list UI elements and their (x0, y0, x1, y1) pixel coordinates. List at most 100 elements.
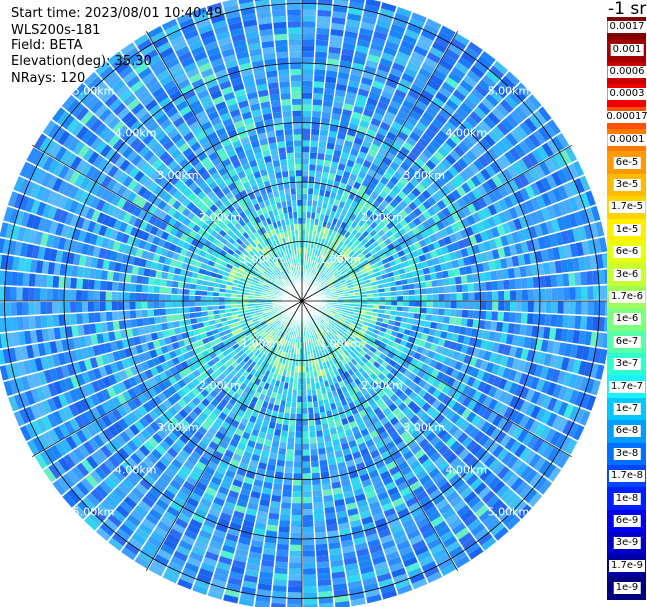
ray-gate (399, 322, 407, 329)
ray-gate (314, 418, 322, 426)
ray-gate (467, 387, 477, 399)
ray-gate (41, 415, 53, 431)
ray-gate (513, 370, 523, 384)
ray-gate (485, 424, 497, 437)
ray-gate (267, 403, 275, 411)
ray-gate (440, 563, 457, 577)
ray-gate (247, 323, 255, 328)
ray-gate (500, 354, 509, 367)
ray-gate (183, 460, 196, 471)
ray-gate (334, 313, 341, 318)
ray-gate (230, 350, 238, 358)
ray-gate (282, 484, 293, 492)
ray-gate (251, 454, 261, 462)
ray-gate (302, 449, 311, 456)
ray-gate (154, 417, 165, 429)
ray-gate (474, 301, 481, 310)
ray-gate (197, 426, 208, 436)
ray-gate (250, 313, 257, 318)
ray-gate (81, 371, 91, 385)
ray-gate (52, 480, 67, 496)
ray-gate (302, 15, 316, 22)
ray-gate (525, 324, 533, 337)
ray-gate (223, 501, 236, 511)
ray-gate (276, 393, 283, 400)
ray-gate (290, 532, 302, 539)
ray-gate (261, 450, 270, 459)
ray-gate (462, 396, 472, 408)
ray-gate (416, 345, 425, 354)
ray-gate (318, 351, 324, 358)
ray-gate (514, 397, 525, 411)
ray-gate (279, 442, 288, 449)
ray-gate (251, 429, 260, 437)
ray-gate (508, 382, 519, 395)
ray-gate (415, 490, 429, 502)
ray-gate (106, 399, 117, 412)
ray-gate (331, 408, 339, 416)
ray-gate (119, 431, 131, 444)
ray-gate (457, 393, 467, 405)
ray-gate (519, 372, 529, 386)
ray-gate (275, 348, 281, 356)
ray-gate (266, 524, 279, 532)
ray-gate (283, 412, 291, 420)
ray-gate (265, 469, 275, 478)
ray-gate (391, 567, 407, 578)
ray-gate (153, 286, 160, 294)
ray-gate (179, 486, 192, 497)
ray-gate (79, 398, 90, 412)
ray-gate (220, 550, 235, 560)
ray-gate (436, 402, 447, 413)
ray-gate (321, 111, 331, 119)
ray-gate (314, 412, 321, 420)
ray-gate (36, 418, 48, 434)
ray-gate (249, 434, 258, 443)
ray-gate (292, 497, 302, 504)
ray-gate (342, 378, 350, 386)
ray-gate (52, 302, 59, 315)
ray-gate (372, 435, 383, 444)
ray-gate (562, 314, 570, 328)
ray-gate (323, 320, 329, 327)
ray-gate (75, 290, 83, 301)
ray-gate (313, 400, 319, 408)
ray-gate (358, 422, 367, 432)
ray-gate (288, 425, 296, 432)
ray-gate (419, 555, 435, 567)
ray-gate (308, 419, 316, 426)
ray-gate (116, 393, 127, 406)
ray-gate (332, 577, 347, 585)
ray-gate (345, 318, 352, 323)
ray-gate (287, 443, 295, 450)
ray-gate (407, 439, 419, 450)
ray-gate (42, 431, 55, 447)
ray-gate (384, 356, 392, 364)
ray-gate (81, 459, 94, 474)
ray-gate (242, 346, 249, 353)
ray-gate (131, 532, 147, 546)
ray-gate (579, 376, 590, 392)
ray-gate (99, 481, 113, 495)
ray-gate (175, 454, 187, 465)
ray-gate (555, 355, 564, 370)
ray-gate (337, 368, 344, 376)
ray-gate (230, 484, 242, 494)
ray-gate (155, 498, 170, 511)
ray-gate (47, 382, 58, 397)
ray-gate (134, 420, 145, 433)
ray-gate (324, 500, 335, 508)
ray-gate (302, 9, 317, 16)
ray-gate (287, 164, 295, 171)
ray-gate (348, 439, 358, 448)
ray-gate (414, 301, 421, 307)
ray-gate (122, 379, 133, 391)
ray-gate (471, 460, 484, 473)
ray-gate (258, 345, 265, 352)
ray-gate (291, 329, 295, 336)
ray-gate (336, 308, 343, 312)
ray-gate (328, 339, 334, 346)
ray-gate (296, 402, 302, 409)
ray-gate (100, 280, 107, 291)
ray-gate (77, 500, 92, 516)
